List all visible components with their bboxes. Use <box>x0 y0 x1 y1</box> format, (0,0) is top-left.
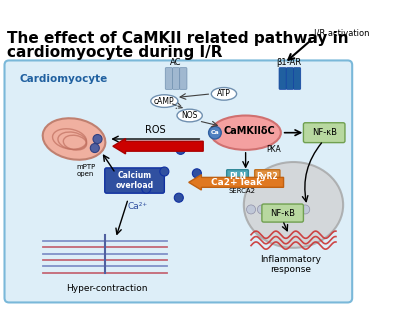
Ellipse shape <box>151 95 178 108</box>
Text: NOS: NOS <box>182 111 198 120</box>
Circle shape <box>246 205 256 214</box>
FancyBboxPatch shape <box>172 68 180 89</box>
Text: NF-κB: NF-κB <box>270 208 295 217</box>
Text: Ca2+ leak: Ca2+ leak <box>211 178 262 187</box>
Circle shape <box>290 205 299 214</box>
FancyBboxPatch shape <box>255 170 280 184</box>
FancyBboxPatch shape <box>294 68 301 89</box>
Ellipse shape <box>244 162 343 248</box>
Circle shape <box>160 167 169 176</box>
Circle shape <box>90 144 99 153</box>
Circle shape <box>174 193 183 202</box>
Circle shape <box>142 184 151 193</box>
Circle shape <box>301 205 310 214</box>
FancyBboxPatch shape <box>279 68 286 89</box>
Circle shape <box>176 145 185 154</box>
Ellipse shape <box>177 109 202 122</box>
Text: I/R activation: I/R activation <box>314 29 370 38</box>
Text: mPTP
open: mPTP open <box>76 164 96 177</box>
Text: AC: AC <box>170 58 181 67</box>
Text: ATP: ATP <box>217 90 231 98</box>
Text: Cardiomyocyte: Cardiomyocyte <box>20 74 108 84</box>
FancyArrow shape <box>189 175 284 190</box>
Text: ROS: ROS <box>145 125 166 135</box>
Ellipse shape <box>211 88 236 100</box>
Text: SERCA2: SERCA2 <box>228 188 256 194</box>
Text: cAMP: cAMP <box>154 97 175 106</box>
Ellipse shape <box>43 118 105 160</box>
Text: PKA: PKA <box>266 145 281 154</box>
FancyBboxPatch shape <box>180 68 187 89</box>
FancyArrow shape <box>113 139 203 154</box>
Text: CaMKIIδC: CaMKIIδC <box>223 126 275 136</box>
Text: PLN: PLN <box>229 172 246 181</box>
FancyBboxPatch shape <box>286 68 294 89</box>
Text: Inflammatory
response: Inflammatory response <box>260 255 321 274</box>
Text: Hyper-contraction: Hyper-contraction <box>66 284 147 293</box>
Circle shape <box>192 169 201 178</box>
FancyBboxPatch shape <box>4 60 352 303</box>
FancyBboxPatch shape <box>165 68 172 89</box>
FancyBboxPatch shape <box>262 204 304 222</box>
Circle shape <box>93 135 102 144</box>
Circle shape <box>268 205 277 214</box>
Circle shape <box>209 126 221 139</box>
FancyBboxPatch shape <box>105 168 164 193</box>
FancyBboxPatch shape <box>227 170 248 184</box>
Text: cardiomyocyte during I/R: cardiomyocyte during I/R <box>7 45 223 60</box>
Text: Ca²⁺: Ca²⁺ <box>127 202 147 211</box>
Circle shape <box>257 205 266 214</box>
Circle shape <box>279 205 288 214</box>
Text: RyR2: RyR2 <box>256 172 278 181</box>
Ellipse shape <box>210 116 281 150</box>
Text: NF-κB: NF-κB <box>312 128 337 137</box>
FancyBboxPatch shape <box>304 123 345 143</box>
Text: β1-AR: β1-AR <box>276 58 302 67</box>
Text: Ca: Ca <box>211 130 219 135</box>
Text: The effect of CaMKII related pathway in: The effect of CaMKII related pathway in <box>7 31 349 46</box>
Text: Calcium
overload: Calcium overload <box>116 171 154 190</box>
